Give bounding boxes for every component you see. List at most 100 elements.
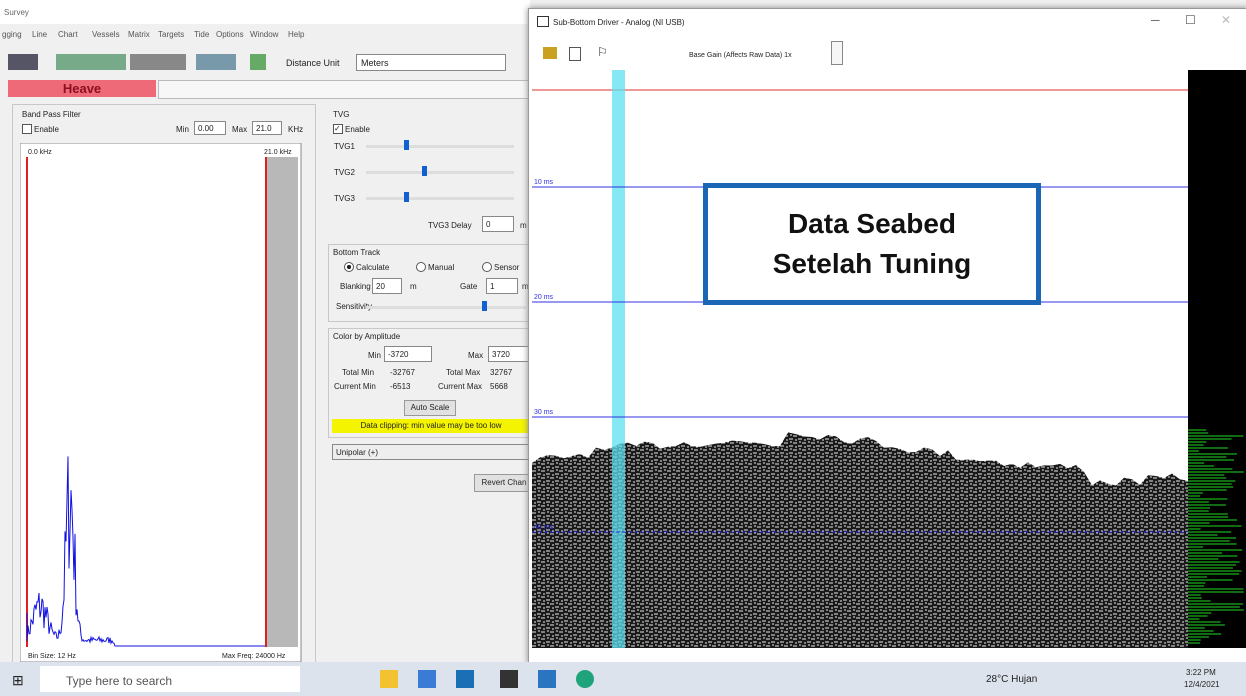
app-icon[interactable] [380, 670, 398, 688]
input[interactable]: 3720 [488, 346, 530, 362]
label: Blanking [340, 282, 371, 291]
value: 1 [490, 282, 494, 291]
menu-item[interactable]: Matrix [128, 30, 150, 39]
label: m [410, 282, 417, 291]
unit-select[interactable]: Meters [356, 54, 506, 71]
value: 20 [376, 282, 385, 291]
tool-icon[interactable] [543, 47, 557, 59]
plot-frame [20, 143, 301, 662]
max-freq: Max Freq: 24000 Hz [222, 653, 285, 660]
weather: 28°C Hujan [986, 674, 1037, 685]
checkbox[interactable]: ✓ [333, 124, 343, 134]
input[interactable]: 21.0 [252, 121, 282, 135]
window-title: Survey [4, 8, 29, 17]
revert-button[interactable]: Revert Chan [474, 474, 534, 492]
checkbox[interactable] [22, 124, 32, 134]
auto-scale-button[interactable]: Auto Scale [404, 400, 456, 416]
gain-label: Base Gain (Affects Raw Data) 1x [689, 52, 792, 59]
menu-item[interactable]: Vessels [92, 30, 120, 39]
slider-track[interactable] [366, 145, 514, 148]
cutoff-region [266, 157, 298, 647]
app-icon[interactable] [500, 670, 518, 688]
spectrum-plot [20, 143, 302, 663]
clock-time: 3:22 PM [1186, 668, 1216, 677]
input[interactable]: 0.00 [194, 121, 226, 135]
input[interactable]: 1 [486, 278, 518, 294]
label: Current Min [334, 382, 376, 391]
slider-thumb[interactable] [404, 192, 409, 202]
slider-track[interactable] [366, 171, 514, 174]
slider-thumb[interactable] [422, 166, 427, 176]
app-icon[interactable] [538, 670, 556, 688]
menu-item[interactable]: Help [288, 30, 304, 39]
app-icon[interactable] [576, 670, 594, 688]
axis-label: 0.0 kHz [28, 149, 52, 156]
slider-thumb[interactable] [404, 140, 409, 150]
tool-icon[interactable] [196, 54, 236, 70]
value: Meters [361, 58, 389, 68]
label: Total Max [446, 368, 480, 377]
search-box[interactable]: Type here to search [40, 666, 300, 692]
survey-window: Survey gging Line Chart Vessels Matrix Target… [0, 0, 530, 662]
annotation-line: Setelah Tuning [708, 248, 1036, 280]
depth-label: 10 ms [534, 179, 554, 186]
label: Gate [460, 282, 477, 291]
app-icon[interactable] [418, 670, 436, 688]
depth-label: 30 ms [534, 409, 554, 416]
group-title: Bottom Track [333, 248, 380, 257]
taskbar: ⊞ Type here to search 28°C Hujan 3:22 PM… [0, 662, 1246, 696]
cursor-band [612, 70, 625, 648]
slider-thumb[interactable] [482, 301, 487, 311]
label: Min [176, 125, 189, 134]
menu-item[interactable]: Chart [58, 30, 78, 39]
tool-icon[interactable] [569, 47, 581, 61]
gain-spinner[interactable] [831, 41, 843, 65]
radio[interactable] [344, 262, 354, 272]
value: 0.00 [198, 124, 214, 133]
input[interactable]: 0 [482, 216, 514, 232]
flag-icon[interactable]: ⚐ [597, 45, 608, 59]
radio[interactable] [416, 262, 426, 272]
menu-item[interactable]: Targets [158, 30, 184, 39]
slider-track[interactable] [366, 197, 514, 200]
value: 21.0 [256, 124, 272, 133]
axis-label: 21.0 kHz [264, 149, 292, 156]
search-placeholder: Type here to search [66, 674, 172, 688]
minimize[interactable]: ─ [1151, 13, 1160, 27]
tool-icon[interactable] [8, 54, 38, 70]
menu-item[interactable]: Tide [194, 30, 209, 39]
start-button[interactable]: ⊞ [12, 672, 24, 689]
label: TVG3 Delay [428, 221, 472, 230]
label: TVG1 [334, 142, 355, 151]
menu-item[interactable]: gging [2, 30, 22, 39]
slider-track[interactable] [366, 306, 526, 309]
label: Current Max [438, 382, 482, 391]
warning: Data clipping: min value may be too low [332, 419, 530, 433]
app-icon[interactable] [456, 670, 474, 688]
mode-select[interactable]: Unipolar (+) [332, 444, 530, 460]
label: Distance Unit [286, 58, 340, 68]
value: 5668 [490, 382, 508, 391]
menu-item[interactable]: Window [250, 30, 278, 39]
menu-item[interactable]: Options [216, 30, 244, 39]
tool-icon[interactable] [130, 54, 186, 70]
label: m [520, 221, 527, 230]
heave-indicator: Heave [8, 80, 156, 97]
group-title: Color by Amplitude [333, 332, 400, 341]
value: 32767 [490, 368, 512, 377]
maximize[interactable]: ☐ [1185, 13, 1196, 27]
close[interactable]: ✕ [1221, 13, 1231, 27]
label: TVG2 [334, 168, 355, 177]
tool-icon[interactable] [250, 54, 266, 70]
radio[interactable] [482, 262, 492, 272]
menu-item[interactable]: Line [32, 30, 47, 39]
value: 3720 [492, 350, 510, 359]
depth-label: 20 ms [534, 294, 554, 301]
input[interactable]: 20 [372, 278, 402, 294]
depth-label: 40 ms [534, 524, 554, 531]
clock-date: 12/4/2021 [1184, 680, 1220, 689]
label: Sensor [494, 263, 519, 272]
input[interactable]: -3720 [384, 346, 432, 362]
value: 0 [486, 220, 490, 229]
tool-icon[interactable] [56, 54, 126, 70]
